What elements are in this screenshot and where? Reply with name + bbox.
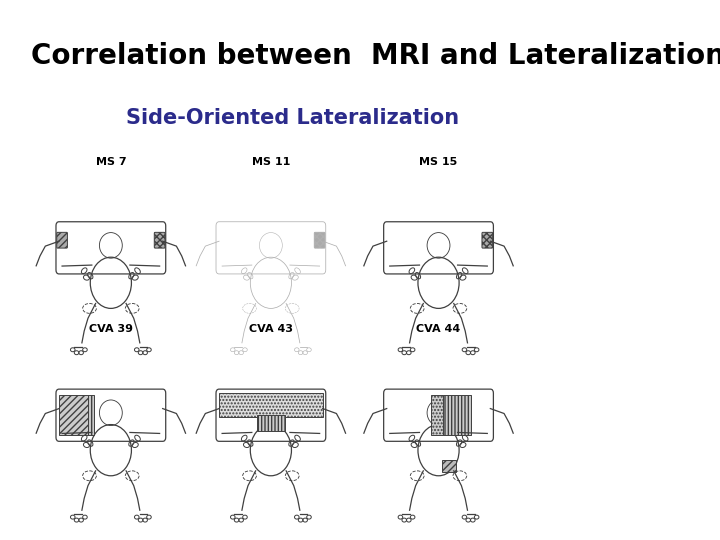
Text: Side-Oriented Lateralization: Side-Oriented Lateralization bbox=[126, 107, 459, 127]
Bar bbox=[442, 395, 472, 435]
Text: Correlation between  MRI and Lateralization: Correlation between MRI and Lateralizati… bbox=[31, 42, 720, 70]
Text: MS 11: MS 11 bbox=[252, 157, 290, 167]
Text: CVA 43: CVA 43 bbox=[249, 324, 293, 334]
FancyBboxPatch shape bbox=[57, 232, 68, 248]
Text: MS 15: MS 15 bbox=[420, 157, 458, 167]
Bar bbox=[431, 395, 443, 435]
Bar bbox=[88, 395, 94, 435]
FancyBboxPatch shape bbox=[154, 232, 165, 248]
Bar bbox=[59, 395, 88, 435]
Bar bbox=[219, 393, 323, 417]
Text: CVA 44: CVA 44 bbox=[416, 324, 461, 334]
FancyBboxPatch shape bbox=[482, 232, 492, 248]
Bar bbox=[257, 415, 284, 431]
Bar bbox=[442, 460, 456, 472]
Text: CVA 39: CVA 39 bbox=[89, 324, 133, 334]
FancyBboxPatch shape bbox=[315, 232, 325, 248]
Text: MS 7: MS 7 bbox=[96, 157, 126, 167]
